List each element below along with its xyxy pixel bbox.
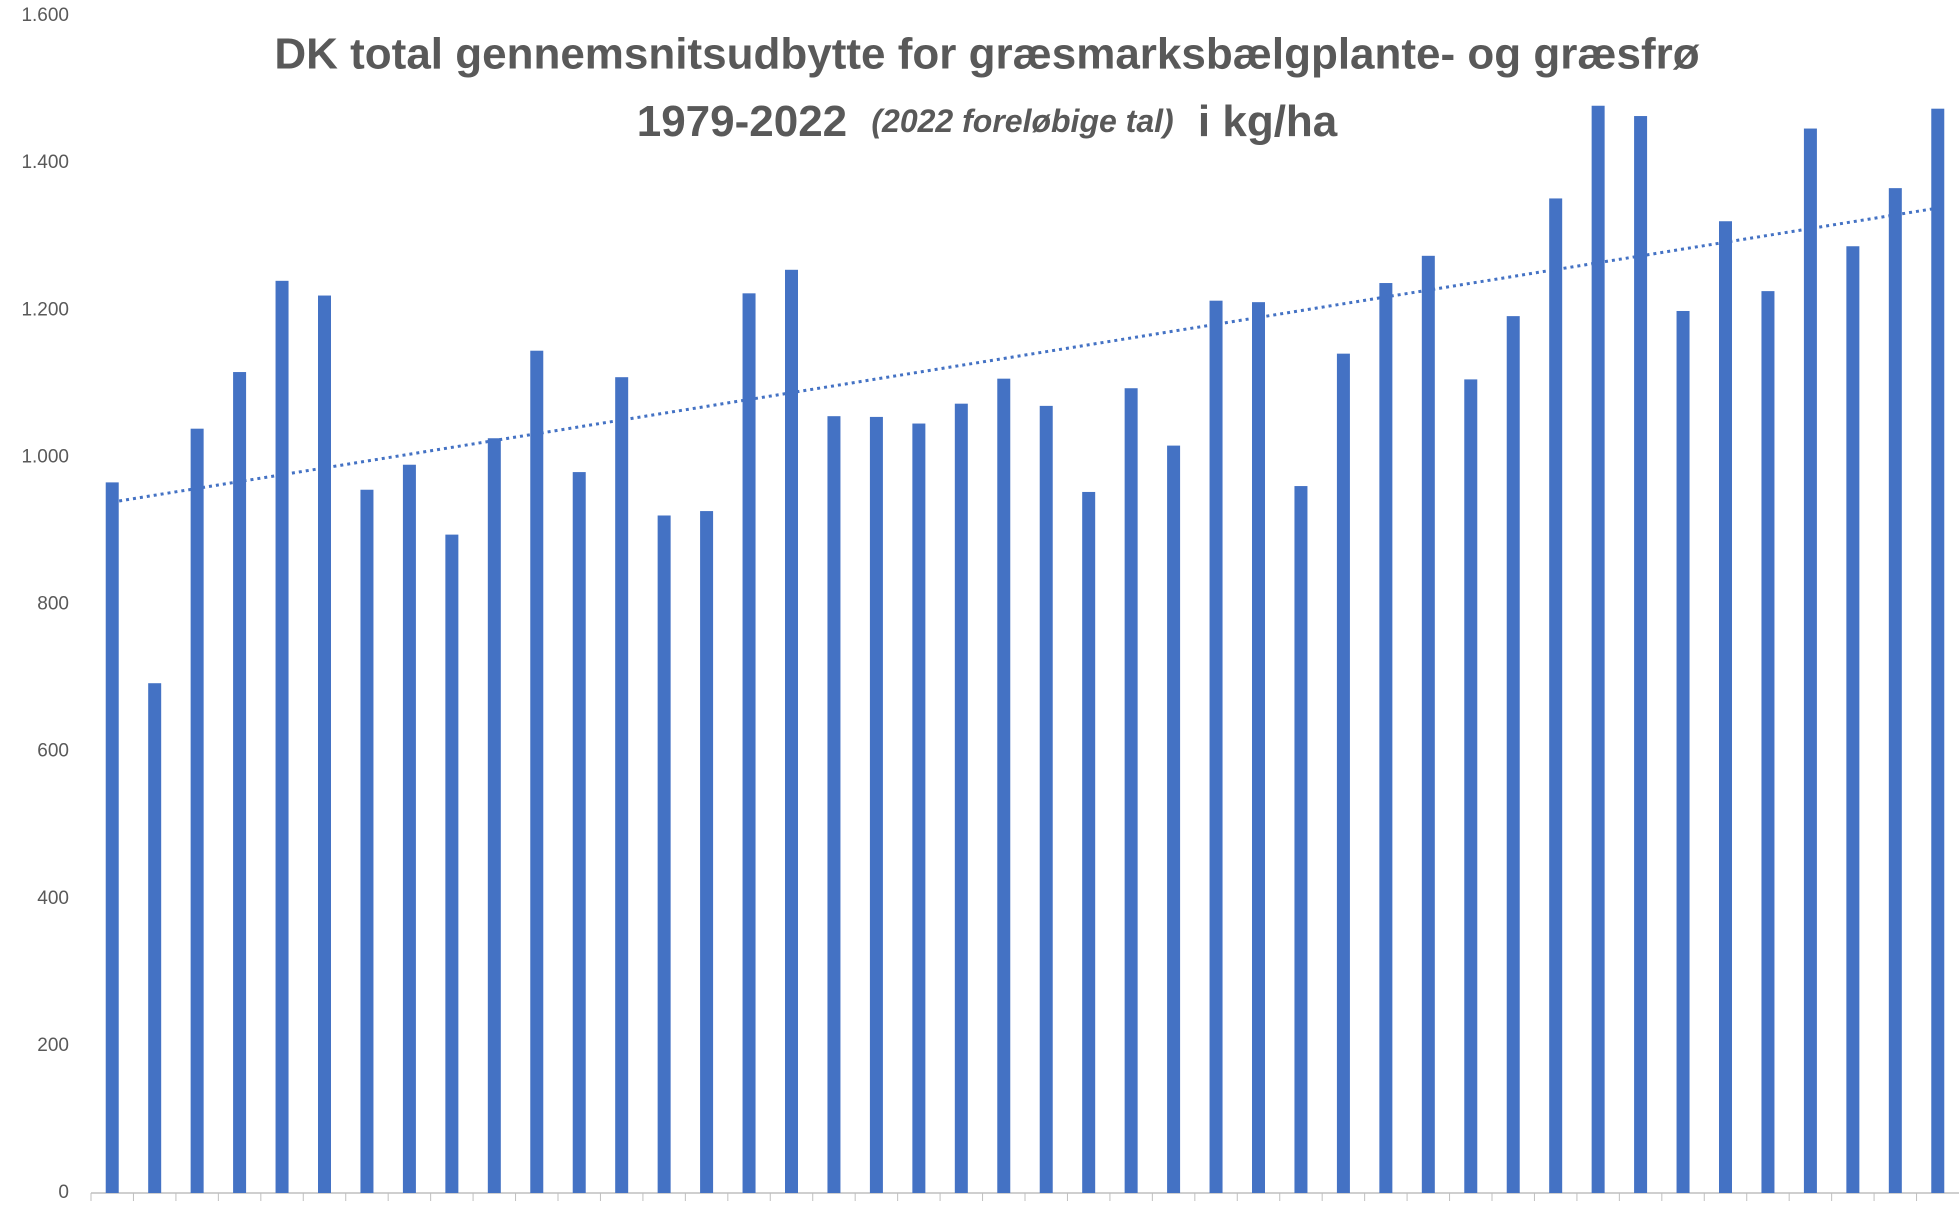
bar bbox=[275, 280, 289, 1193]
y-tick-label: 800 bbox=[37, 594, 69, 615]
bar bbox=[1209, 300, 1223, 1193]
y-tick-label: 1.400 bbox=[21, 152, 69, 173]
bar bbox=[105, 482, 119, 1194]
bar bbox=[1803, 128, 1817, 1193]
bar bbox=[1719, 221, 1732, 1193]
bar bbox=[1294, 486, 1308, 1194]
bar bbox=[1082, 491, 1096, 1194]
bar bbox=[487, 438, 501, 1193]
y-tick-label: 200 bbox=[37, 1035, 69, 1056]
bar bbox=[445, 534, 459, 1193]
y-tick-label: 400 bbox=[37, 888, 69, 909]
bar bbox=[402, 464, 416, 1193]
bar bbox=[530, 350, 544, 1194]
bar bbox=[1549, 198, 1563, 1193]
bar bbox=[1676, 310, 1690, 1194]
bar bbox=[1124, 388, 1138, 1193]
title-years: 1979-2022 bbox=[637, 97, 847, 146]
bar bbox=[1761, 291, 1775, 1193]
bar bbox=[1167, 445, 1181, 1194]
bar bbox=[657, 515, 671, 1193]
bar bbox=[1464, 379, 1478, 1193]
y-tick-label: 1.200 bbox=[21, 299, 69, 320]
bar bbox=[1931, 108, 1945, 1194]
bar bbox=[1039, 405, 1053, 1194]
bar bbox=[1591, 105, 1605, 1194]
bar bbox=[827, 416, 841, 1193]
trendline bbox=[111, 206, 1939, 504]
bar bbox=[1336, 353, 1350, 1194]
bar bbox=[785, 269, 798, 1193]
title-note: (2022 foreløbige tal) bbox=[871, 103, 1173, 139]
bar bbox=[360, 489, 374, 1193]
bar bbox=[742, 293, 756, 1193]
bar bbox=[700, 511, 714, 1193]
bar bbox=[1506, 316, 1520, 1193]
chart-title: DK total gennemsnitsudbytte for græsmark… bbox=[274, 30, 1699, 79]
bar bbox=[1252, 302, 1265, 1194]
y-tick-label: 1.000 bbox=[21, 446, 69, 467]
bar bbox=[1421, 255, 1435, 1194]
bar bbox=[954, 403, 968, 1193]
bar bbox=[1379, 283, 1393, 1193]
y-tick-label: 600 bbox=[37, 741, 69, 762]
y-tick-label: 1.600 bbox=[21, 5, 69, 26]
chart-subtitle: 1979-2022 (2022 foreløbige tal) i kg/ha bbox=[637, 97, 1338, 146]
bar bbox=[997, 378, 1011, 1194]
title-unit: i kg/ha bbox=[1198, 97, 1338, 146]
bar bbox=[1846, 246, 1860, 1194]
bar bbox=[615, 377, 629, 1193]
bar bbox=[190, 428, 204, 1193]
bar bbox=[318, 295, 331, 1194]
y-tick-label: 0 bbox=[58, 1182, 69, 1203]
bar bbox=[869, 416, 883, 1193]
bar bbox=[572, 472, 586, 1193]
bar bbox=[1888, 188, 1902, 1194]
bar bbox=[1634, 116, 1648, 1193]
bar bbox=[148, 683, 162, 1193]
bar bbox=[912, 423, 926, 1193]
bar bbox=[233, 372, 247, 1194]
